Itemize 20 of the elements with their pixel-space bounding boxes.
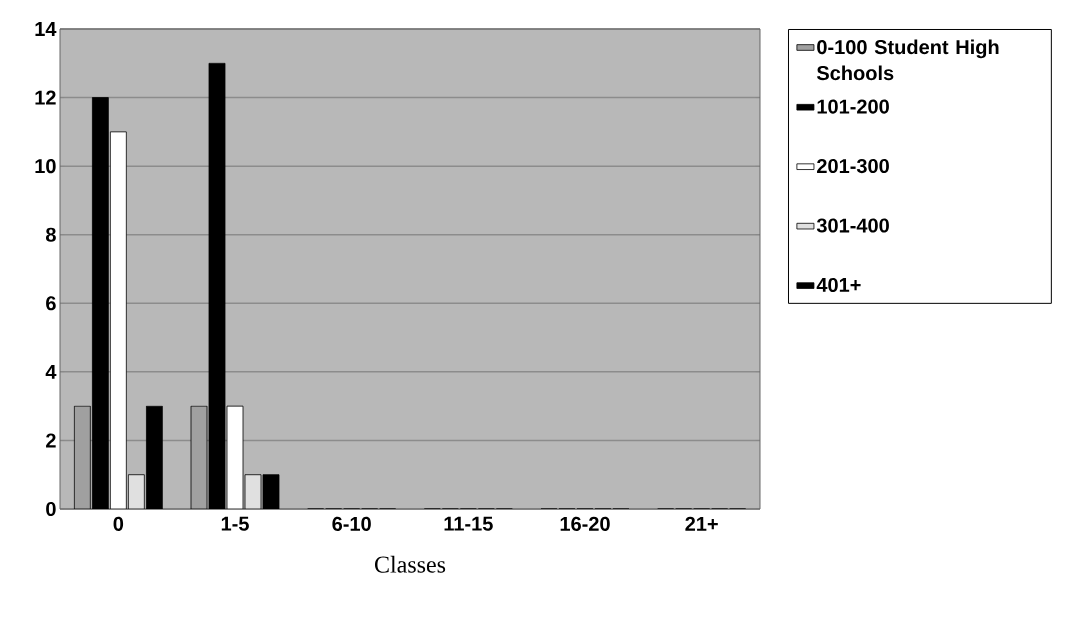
x-tick-label: 16-20 [560, 516, 610, 531]
x-tick-label: 0 [113, 516, 124, 531]
legend-label: 401+ [816, 277, 861, 293]
legend-label: 301-400 [816, 218, 889, 233]
y-tick-label: 8 [45, 227, 56, 242]
y-tick-label: 14 [35, 22, 57, 36]
y-tick-label: 4 [45, 364, 57, 379]
y-tick-label: 10 [35, 159, 56, 174]
x-tick-label: 11-15 [444, 516, 493, 531]
x-axis-title: Classes [374, 555, 446, 573]
x-tick-label: 1-5 [221, 516, 249, 531]
x-tick-label: 6-10 [332, 516, 371, 531]
legend-label: 201-300 [817, 158, 889, 174]
y-tick-label: 0 [46, 501, 56, 517]
y-tick-label: 2 [46, 433, 56, 448]
y-tick-label: 12 [35, 90, 56, 105]
x-tick-label: 21+ [685, 516, 718, 531]
legend-label: 0-100 Student High Schools [816, 39, 999, 81]
legend-label: 101-200 [817, 99, 889, 114]
y-tick-label: 6 [46, 296, 56, 311]
